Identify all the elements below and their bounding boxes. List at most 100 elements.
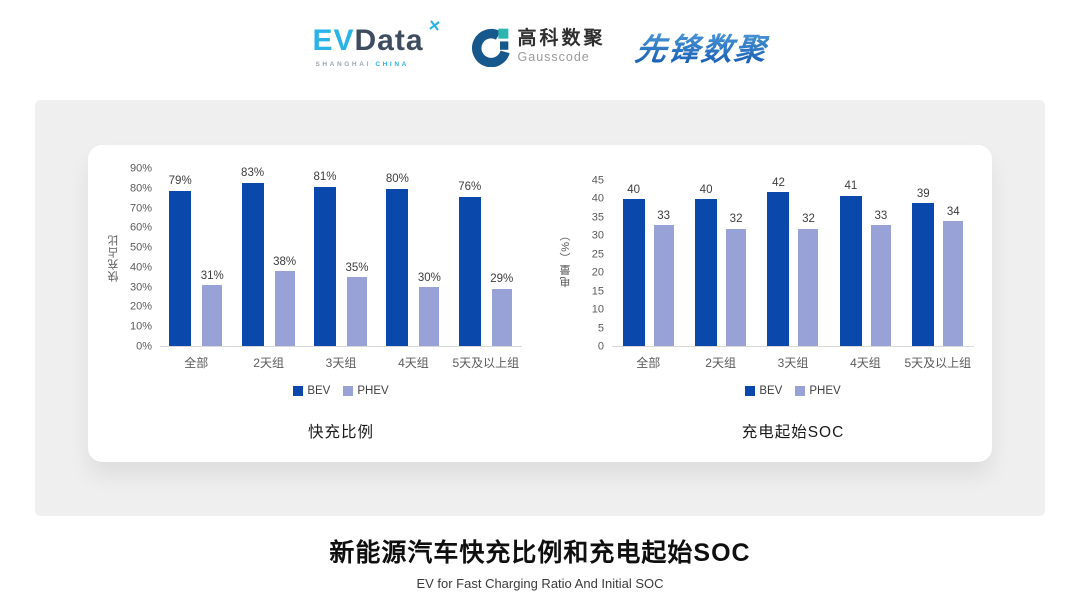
gausscode-g-icon	[471, 28, 510, 67]
bar-column-phev: 35%	[345, 261, 369, 346]
legend-swatch-icon	[795, 386, 806, 396]
bar-value-label: 32	[802, 213, 815, 226]
bar-phev	[491, 288, 512, 346]
bar-phev	[653, 225, 674, 346]
plot-area: 40 33 40 32 42 32 41 33 39 34	[612, 176, 974, 347]
bar-column-bev: 40	[695, 183, 718, 346]
y-axis-label: 电量（%）	[560, 228, 572, 288]
y-tick: 0%	[136, 340, 152, 353]
y-tick: 25	[591, 248, 604, 261]
legend-swatch-icon	[745, 386, 756, 396]
bar-group: 42 32	[767, 176, 819, 346]
gausscode-text: 高科数聚 Gausscode	[517, 27, 606, 65]
chart-area: 电量（%） 0 5 10 15 20 25 30 35 40 45 40 33 40 32 42 32 41 3…	[558, 169, 974, 442]
bar-column-bev: 80%	[386, 174, 409, 346]
bar-column-phev: 33	[653, 210, 674, 346]
y-tick: 45	[591, 174, 604, 187]
legend-swatch-icon	[343, 386, 354, 396]
logo-xianfeng-shuju: 先锋数聚	[632, 24, 770, 69]
bar-column-bev: 40	[622, 183, 645, 346]
bar-bev	[767, 192, 790, 346]
y-tick: 60%	[129, 221, 152, 234]
x-category-label: 2天组	[253, 356, 284, 370]
bar-bev	[458, 196, 481, 346]
chart-caption: 快充比例	[307, 424, 374, 441]
y-tick: 10	[591, 303, 604, 316]
bar-column-phev: 32	[798, 213, 819, 346]
legend: BEV PHEV	[612, 385, 974, 397]
bar-value-label: 41	[844, 180, 858, 193]
y-tick: 10%	[129, 320, 152, 333]
legend-swatch-icon	[293, 386, 304, 396]
bar-bev	[695, 199, 718, 346]
legend-item-phev: PHEV	[795, 385, 841, 397]
y-tick: 40	[591, 192, 604, 205]
evdata-shanghai-text: SHANGHAI	[315, 60, 371, 68]
chart-area: 快充占比 0% 10% 20% 30% 40% 50% 60% 70% 80% 90% 79% 31…	[106, 163, 522, 442]
bar-column-phev: 29%	[490, 274, 513, 346]
legend-label: BEV	[307, 385, 331, 397]
bar-value-label: 76%	[458, 181, 482, 194]
x-category-label: 4天组	[398, 356, 429, 370]
y-tick: 40%	[129, 261, 152, 274]
gausscode-en-name: Gausscode	[517, 49, 590, 64]
bar-phev	[870, 225, 891, 346]
legend-label: BEV	[759, 385, 783, 397]
bar-value-label: 40	[627, 183, 641, 196]
bar-value-label: 30%	[417, 271, 441, 284]
bar-column-bev: 83%	[241, 168, 264, 346]
bar-column-bev: 76%	[458, 182, 481, 346]
y-axis-label: 快充占比	[108, 234, 120, 282]
bar-value-label: 80%	[385, 173, 409, 186]
bar-value-label: 42	[772, 176, 785, 189]
bar-column-bev: 39	[912, 187, 935, 346]
bar-value-label: 39	[916, 187, 930, 200]
bar-column-phev: 31%	[200, 269, 224, 346]
plot-row: 快充占比 0% 10% 20% 30% 40% 50% 60% 70% 80% 90% 79% 31…	[106, 163, 522, 352]
bar-phev	[726, 228, 747, 346]
bar-value-label: 34	[946, 205, 960, 218]
bar-group: 81% 35%	[313, 172, 369, 346]
bar-column-phev: 38%	[273, 256, 296, 346]
bar-value-label: 29%	[490, 273, 514, 286]
bar-column-phev: 30%	[417, 271, 441, 346]
bar-column-bev: 41	[839, 180, 862, 346]
chart-initial-soc: 电量（%） 0 5 10 15 20 25 30 35 40 45 40 33 40 32 42 32 41 3…	[540, 145, 992, 462]
evdata-star-icon: ✕	[426, 16, 443, 36]
logo-evdata: EVData ✕ SHANGHAI CHINA	[312, 17, 442, 68]
y-tick: 90%	[129, 162, 152, 175]
x-category-label: 5天及以上组	[452, 356, 520, 370]
bar-group: 79% 31%	[169, 176, 224, 346]
bar-bev	[241, 182, 264, 346]
bar-bev	[622, 199, 645, 346]
legend-item-bev: BEV	[745, 385, 782, 397]
page-title: 新能源汽车快充比例和充电起始SOC	[329, 539, 751, 567]
bar-group: 80% 30%	[386, 174, 441, 346]
report-panel: 快充占比 0% 10% 20% 30% 40% 50% 60% 70% 80% 90% 79% 31…	[35, 100, 1045, 516]
y-tick: 5	[597, 322, 604, 335]
bar-value-label: 35%	[345, 261, 369, 274]
bar-column-bev: 81%	[313, 172, 336, 346]
bar-column-bev: 79%	[169, 176, 192, 346]
evdata-china-text: CHINA	[375, 60, 409, 68]
bar-column-phev: 33	[870, 210, 891, 346]
bar-value-label: 40	[699, 183, 713, 196]
bar-phev	[274, 271, 295, 346]
y-axis-ticks: 0 5 10 15 20 25 30 35 40 45	[572, 175, 612, 352]
y-tick: 35	[591, 211, 604, 224]
chart-caption: 充电起始SOC	[741, 424, 845, 441]
x-category-label: 3天组	[777, 356, 809, 370]
y-tick: 30	[591, 229, 604, 242]
bar-bev	[386, 188, 409, 346]
bar-value-label: 31%	[200, 269, 224, 282]
legend-label: PHEV	[357, 385, 389, 397]
bar-column-phev: 34	[943, 205, 964, 346]
gausscode-cn-name: 高科数聚	[517, 27, 606, 49]
bar-phev	[798, 228, 819, 346]
bar-value-label: 81%	[313, 171, 337, 184]
evdata-wordmark: EVData ✕	[312, 17, 442, 56]
legend-item-phev: PHEV	[343, 385, 389, 397]
bar-group: 40 32	[695, 183, 747, 346]
bar-phev	[943, 221, 964, 346]
x-category-label: 5天及以上组	[904, 356, 972, 370]
